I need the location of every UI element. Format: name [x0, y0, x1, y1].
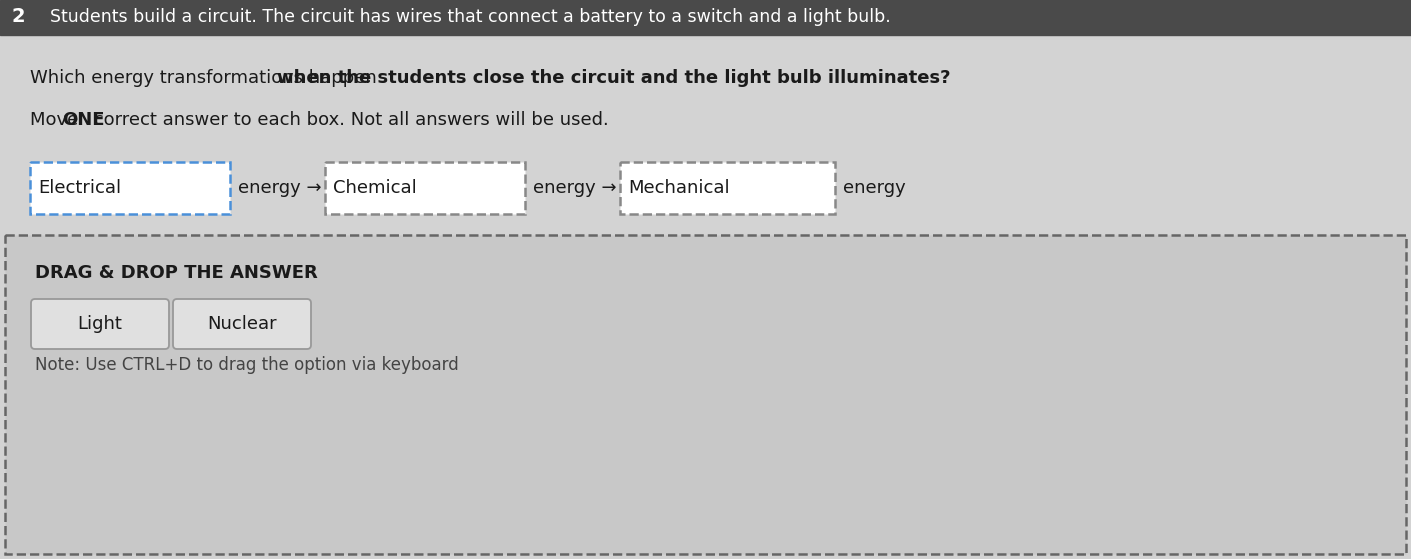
Text: Chemical: Chemical: [333, 179, 416, 197]
Text: energy: energy: [842, 179, 906, 197]
Text: energy →: energy →: [533, 179, 617, 197]
FancyBboxPatch shape: [619, 162, 835, 214]
Text: Nuclear: Nuclear: [207, 315, 277, 333]
Text: 2: 2: [11, 7, 25, 26]
Text: Light: Light: [78, 315, 123, 333]
Text: Students build a circuit. The circuit has wires that connect a battery to a swit: Students build a circuit. The circuit ha…: [49, 8, 890, 26]
Text: when the students close the circuit and the light bulb illuminates?: when the students close the circuit and …: [277, 69, 950, 87]
Text: Electrical: Electrical: [38, 179, 121, 197]
FancyBboxPatch shape: [174, 299, 310, 349]
FancyBboxPatch shape: [30, 162, 230, 214]
Text: Note: Use CTRL+D to drag the option via keyboard: Note: Use CTRL+D to drag the option via …: [35, 356, 459, 374]
Bar: [0, 0, 1411, 35]
Text: correct answer to each box. Not all answers will be used.: correct answer to each box. Not all answ…: [87, 111, 608, 129]
Text: DRAG & DROP THE ANSWER: DRAG & DROP THE ANSWER: [35, 264, 317, 282]
FancyBboxPatch shape: [31, 299, 169, 349]
Text: Mechanical: Mechanical: [628, 179, 729, 197]
Text: energy →: energy →: [238, 179, 322, 197]
Text: Move: Move: [30, 111, 85, 129]
Text: Which energy transformations happen: Which energy transformations happen: [30, 69, 382, 87]
Text: ONE: ONE: [62, 111, 104, 129]
FancyBboxPatch shape: [325, 162, 525, 214]
FancyBboxPatch shape: [6, 235, 1405, 554]
